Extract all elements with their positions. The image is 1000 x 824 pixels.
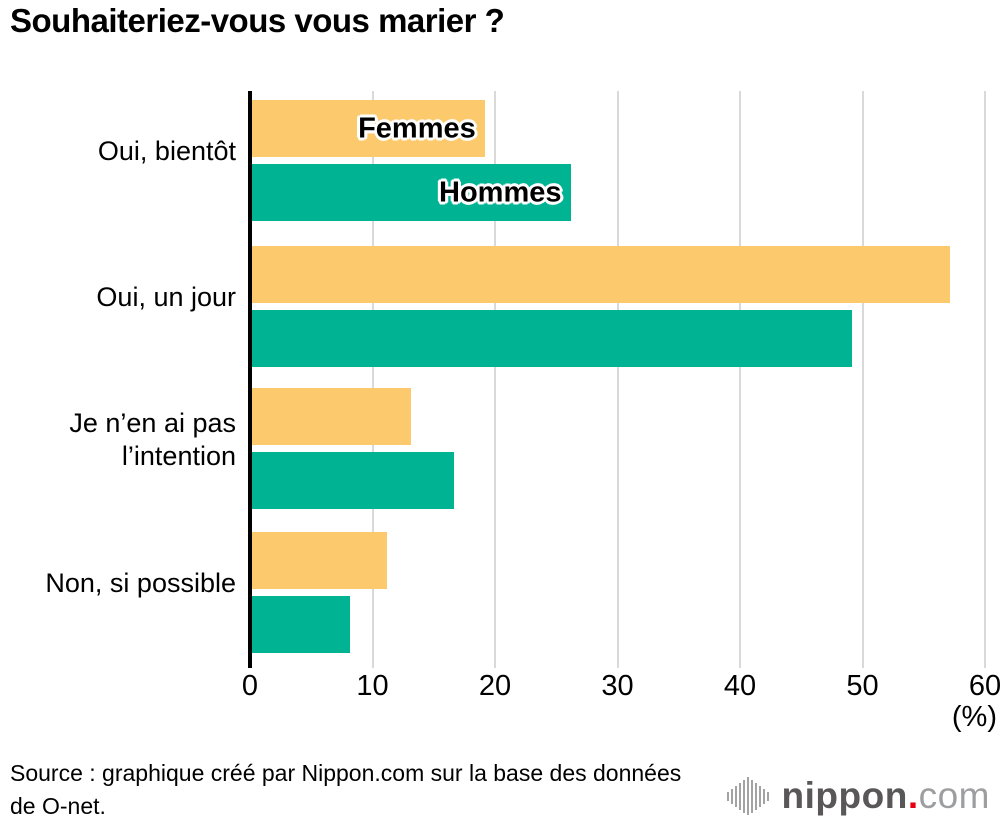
logo-text-dot: .: [907, 775, 919, 816]
bar-hommes: [252, 310, 853, 367]
source-line-1: Source : graphique créé par Nippon.com s…: [10, 760, 682, 786]
x-tick-label: 10: [356, 670, 389, 702]
soundwave-icon: [726, 777, 770, 815]
logo-text: nippon.com: [782, 775, 990, 817]
x-axis-unit-label: (%): [951, 701, 997, 733]
category-label: Oui, un jour: [96, 282, 236, 312]
bar-femmes: [252, 532, 387, 589]
x-tick-label: 30: [601, 670, 634, 702]
gridline: [739, 91, 741, 668]
x-tick-label: 20: [478, 670, 512, 702]
gridline: [371, 91, 374, 668]
nippon-logo: nippon.com: [726, 772, 990, 820]
category-label: Je n’en ai pas l’intention: [69, 407, 236, 471]
gridline: [984, 91, 986, 668]
y-axis-line: [248, 91, 252, 668]
gridline: [861, 91, 864, 668]
legend-label-femmes: Femmes: [358, 112, 476, 144]
bar-femmes: [252, 246, 951, 303]
logo-text-tld: com: [918, 775, 990, 816]
bar-hommes: Hommes: [252, 164, 571, 221]
source-line-2: de O-net.: [10, 793, 106, 819]
x-tick-label: 50: [846, 670, 879, 702]
bar-femmes: [252, 388, 412, 445]
x-tick-label: 40: [723, 670, 757, 702]
x-tick-label: 0: [241, 670, 259, 702]
category-label: Oui, bientôt: [97, 136, 236, 166]
gridline: [494, 91, 496, 668]
legend-label-hommes: Hommes: [439, 176, 562, 208]
bar-hommes: [252, 452, 455, 509]
logo-text-main: nippon: [781, 775, 908, 816]
bar-femmes: Femmes: [252, 100, 485, 157]
x-tick-label: 60: [968, 670, 1000, 702]
category-label: Non, si possible: [45, 568, 236, 598]
chart-title: Souhaiteriez-vous vous marier ?: [10, 2, 505, 39]
plot-area: Femmes Hommes: [248, 91, 986, 668]
source-note: Source : graphique créé par Nippon.com s…: [10, 757, 681, 823]
bar-hommes: [252, 596, 350, 653]
gridline: [616, 91, 619, 668]
